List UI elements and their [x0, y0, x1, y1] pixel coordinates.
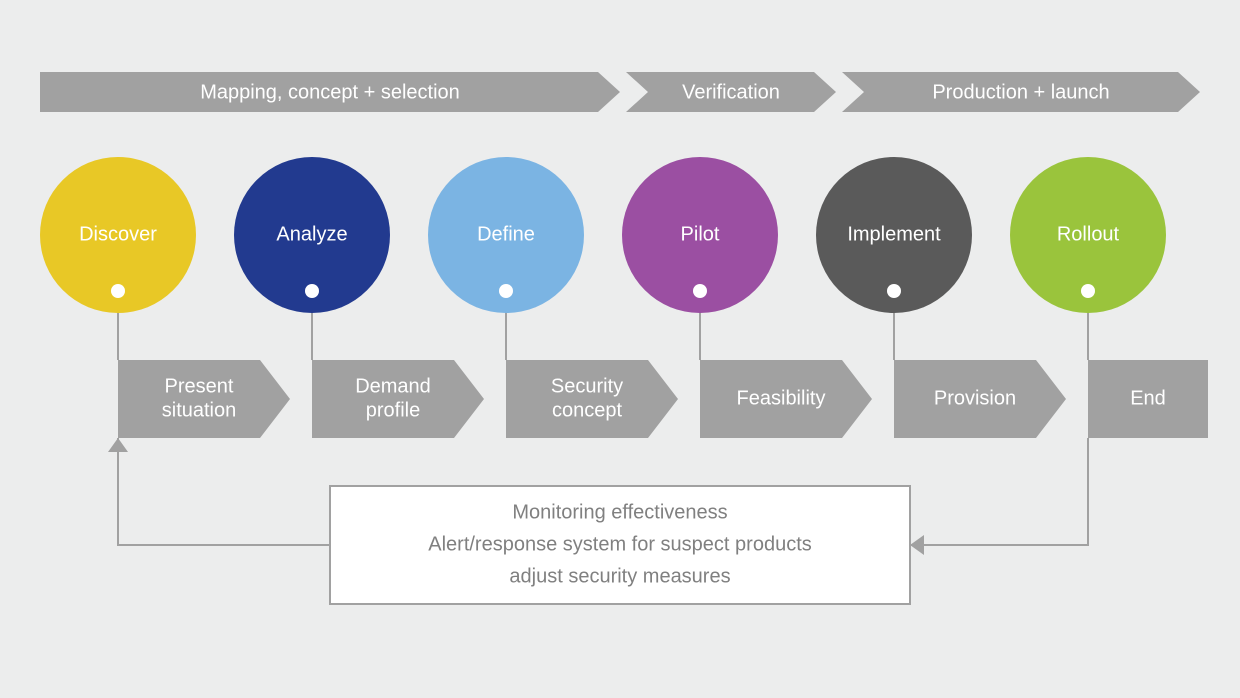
phase-label: Verification	[682, 81, 780, 103]
step-label: Feasibility	[737, 387, 826, 409]
stage-dot	[111, 284, 125, 298]
step-label: Provision	[934, 387, 1016, 409]
stage-circle-label: Rollout	[1057, 223, 1120, 245]
stage-dot	[887, 284, 901, 298]
feedback-path-left	[118, 438, 330, 545]
stage-circle: Pilot	[622, 157, 778, 313]
stage-circle-label: Pilot	[681, 223, 720, 245]
step-label: Demand	[355, 375, 431, 397]
step-label: profile	[366, 399, 420, 421]
stage-dot	[693, 284, 707, 298]
feedback-text-line: Alert/response system for suspect produc…	[428, 533, 812, 555]
stage-circle: Rollout	[1010, 157, 1166, 313]
stage-circle-label: Implement	[847, 223, 941, 245]
step-label: concept	[552, 399, 622, 421]
stage-circles: Discover Analyze Define Pilot Implement Rollo…	[40, 157, 1166, 313]
step-label: End	[1130, 387, 1166, 409]
step-row: Presentsituation Demandprofile Securitycon…	[118, 360, 1208, 438]
stage-circle: Define	[428, 157, 584, 313]
step-label: Security	[551, 375, 623, 397]
stage-circle-label: Define	[477, 223, 535, 245]
stage-dot	[305, 284, 319, 298]
feedback-loop: Monitoring effectiveness Alert/response s…	[108, 438, 1088, 604]
feedback-arrowhead-into-box	[910, 535, 924, 555]
stage-circle: Analyze	[234, 157, 390, 313]
connectors	[118, 291, 1088, 360]
feedback-path-right	[910, 438, 1088, 545]
feedback-text-line: adjust security measures	[509, 565, 730, 587]
phase-bar: Mapping, concept + selection Verification…	[40, 72, 1200, 112]
phase-label: Mapping, concept + selection	[200, 81, 460, 103]
stage-circle: Discover	[40, 157, 196, 313]
feedback-text-line: Monitoring effectiveness	[512, 501, 727, 523]
step-label: situation	[162, 399, 237, 421]
stage-circle: Implement	[816, 157, 972, 313]
stage-dot	[499, 284, 513, 298]
phase-label: Production + launch	[932, 81, 1109, 103]
stage-circle-label: Analyze	[276, 223, 347, 245]
feedback-arrowhead-up	[108, 438, 128, 452]
stage-dot	[1081, 284, 1095, 298]
step-label: Present	[165, 375, 234, 397]
process-diagram: Mapping, concept + selection Verification…	[0, 0, 1240, 698]
stage-circle-label: Discover	[79, 223, 157, 245]
